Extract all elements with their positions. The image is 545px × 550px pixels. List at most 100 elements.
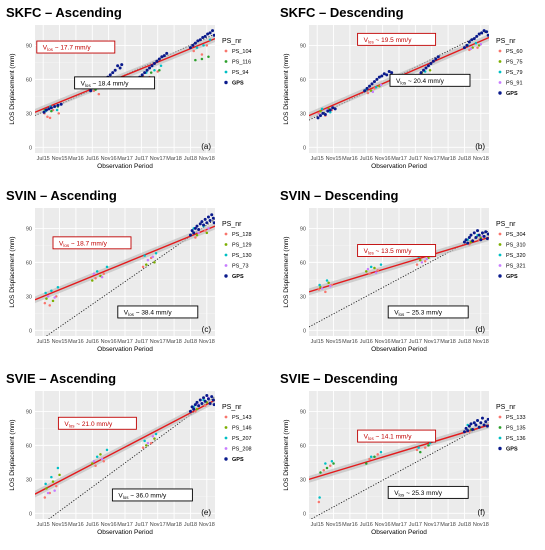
- data-point: [377, 75, 381, 79]
- legend-marker: [224, 426, 228, 429]
- legend-marker: [224, 253, 228, 257]
- legend-marker: [224, 49, 228, 53]
- data-point: [380, 74, 384, 78]
- x-tick-label: Jul17: [135, 156, 148, 162]
- data-point: [417, 446, 420, 449]
- data-point: [153, 437, 156, 440]
- data-point: [467, 40, 471, 44]
- data-point: [485, 424, 489, 428]
- y-tick-label: 30: [300, 477, 306, 483]
- data-point: [470, 38, 474, 42]
- data-point: [207, 227, 210, 230]
- x-tick-label: Jul16: [86, 522, 99, 528]
- data-point: [431, 59, 435, 63]
- gps-trend-line: [309, 230, 489, 328]
- data-point: [49, 106, 53, 110]
- data-point: [486, 33, 489, 37]
- y-axis-label: LOS Displacement (mm): [283, 419, 290, 490]
- data-point: [200, 220, 204, 224]
- data-point: [476, 46, 479, 49]
- legend-entry: PS_146: [232, 426, 252, 432]
- x-tick-label: Mar16: [68, 522, 84, 528]
- data-point: [320, 107, 324, 111]
- data-point: [205, 221, 209, 225]
- data-point: [471, 239, 475, 243]
- x-tick-label: Nov16: [375, 522, 391, 528]
- data-point: [196, 39, 200, 43]
- data-point: [474, 423, 478, 427]
- y-tick-label: 60: [26, 77, 32, 83]
- ps-velocity-label: Vlos ~ 14.1 mm/y: [364, 434, 413, 442]
- y-tick-label: 60: [26, 260, 32, 266]
- data-point: [94, 464, 97, 468]
- x-tick-label: Mar18: [166, 156, 182, 162]
- data-point: [203, 217, 207, 221]
- x-tick-label: Mar16: [342, 522, 358, 528]
- gps-velocity-label: Vlos ~ 38.4 mm/y: [124, 309, 173, 317]
- data-point: [474, 41, 478, 45]
- data-point: [193, 226, 197, 230]
- data-point: [379, 83, 383, 87]
- data-point: [477, 233, 481, 237]
- data-point: [365, 270, 368, 273]
- data-point: [472, 37, 476, 41]
- data-point: [154, 432, 158, 436]
- data-point: [195, 407, 199, 411]
- chart-title: SVIE – Ascending: [6, 371, 116, 386]
- data-point: [206, 397, 210, 401]
- legend-entry: PS_135: [506, 426, 526, 432]
- data-point: [373, 455, 376, 458]
- gps-trend-line: [48, 396, 215, 519]
- data-point: [371, 90, 375, 94]
- data-point: [44, 291, 47, 295]
- data-point: [188, 233, 192, 237]
- x-tick-label: Mar16: [342, 156, 358, 162]
- data-point: [482, 29, 486, 33]
- x-tick-label: Nov15: [52, 339, 68, 345]
- data-point: [365, 462, 368, 465]
- x-tick-label: Mar17: [117, 156, 133, 162]
- data-point: [194, 236, 197, 239]
- data-point: [192, 49, 195, 53]
- data-point: [100, 275, 104, 279]
- chart-title: SVIN – Ascending: [6, 188, 117, 203]
- data-point: [200, 401, 204, 405]
- data-point: [376, 269, 379, 272]
- data-point: [425, 257, 429, 261]
- legend-marker: [224, 232, 228, 236]
- data-point: [53, 105, 57, 109]
- y-tick-label: 60: [300, 443, 306, 449]
- x-tick-label: Nov15: [52, 522, 68, 528]
- data-point: [157, 57, 161, 61]
- x-tick-label: Mar18: [440, 522, 456, 528]
- data-point: [48, 304, 51, 307]
- x-tick-label: Nov15: [52, 156, 68, 162]
- data-point: [434, 57, 438, 61]
- data-point: [153, 69, 156, 72]
- data-point: [365, 86, 369, 90]
- data-point: [369, 455, 373, 458]
- x-tick-label: Nov17: [150, 339, 166, 345]
- data-point: [316, 116, 320, 120]
- data-point: [324, 290, 327, 294]
- legend-entry: GPS: [232, 457, 244, 463]
- legend-marker: [224, 274, 228, 278]
- data-point: [111, 71, 115, 75]
- y-tick-label: 90: [26, 43, 32, 49]
- legend-entry: PS_104: [232, 49, 252, 55]
- data-point: [370, 82, 374, 86]
- data-point: [202, 396, 206, 400]
- data-point: [466, 429, 470, 433]
- data-point: [318, 496, 321, 499]
- data-point: [322, 469, 325, 472]
- x-tick-label: Nov16: [375, 156, 391, 162]
- data-point: [486, 232, 489, 236]
- data-point: [462, 46, 466, 50]
- data-point: [321, 111, 325, 115]
- legend-entry: PS_94: [232, 70, 249, 76]
- legend-entry: PS_304: [506, 232, 526, 238]
- data-point: [464, 426, 468, 430]
- data-point: [331, 106, 335, 110]
